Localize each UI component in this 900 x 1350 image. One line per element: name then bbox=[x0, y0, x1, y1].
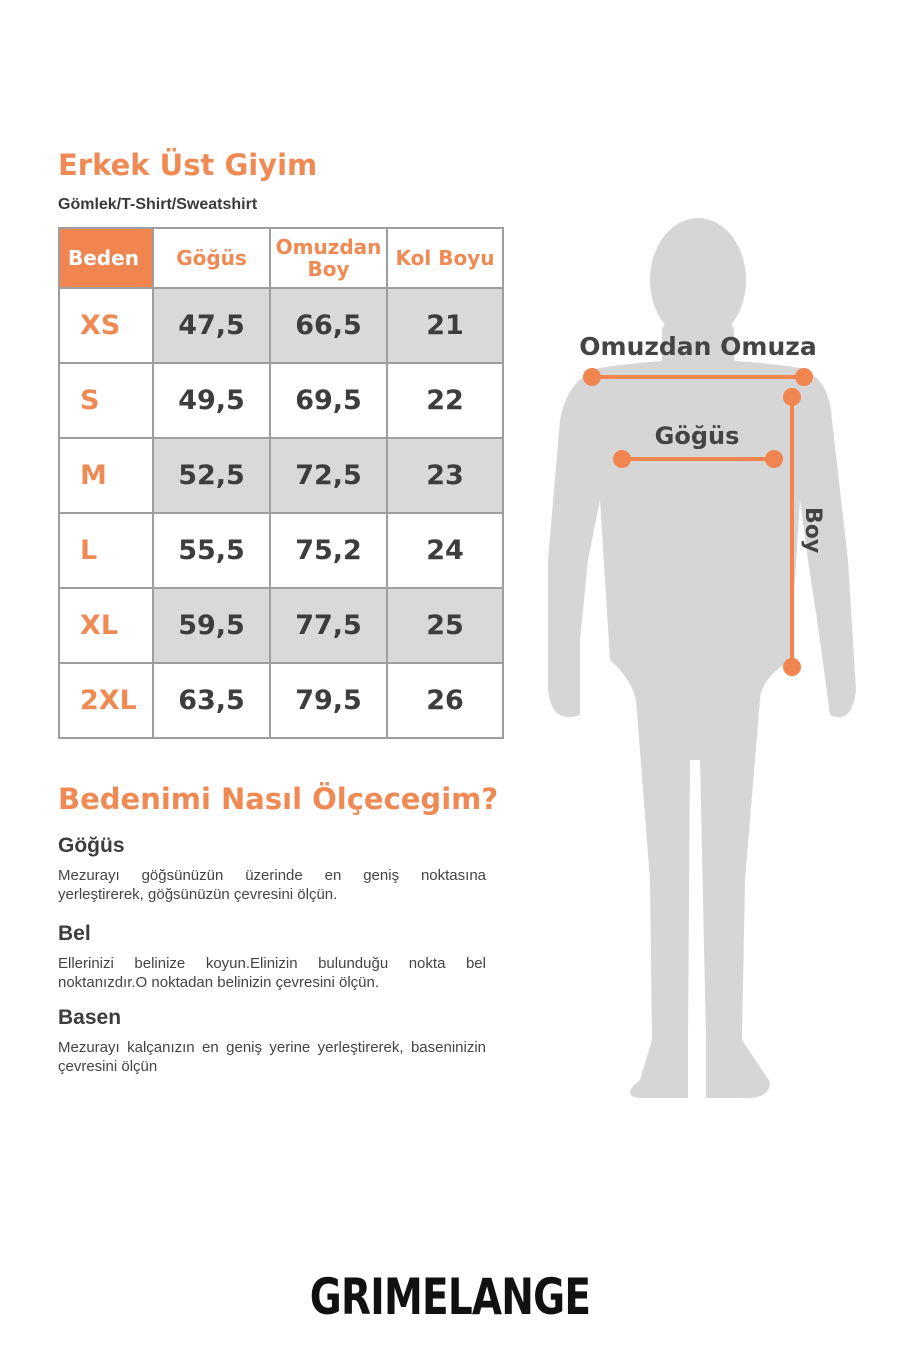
shoulder-label: Omuzdan Omuza bbox=[579, 332, 816, 361]
size-cell: XS bbox=[58, 287, 154, 364]
chest-label: Göğüs bbox=[655, 422, 740, 450]
value-cell: 66,5 bbox=[269, 287, 388, 364]
value-cell: 79,5 bbox=[269, 662, 388, 739]
value-cell: 75,2 bbox=[269, 512, 388, 589]
endpoint-dot bbox=[795, 368, 813, 386]
value-cell: 77,5 bbox=[269, 587, 388, 664]
column-header: Kol Boyu bbox=[386, 227, 504, 289]
value-cell: 25 bbox=[386, 587, 504, 664]
size-cell: M bbox=[58, 437, 154, 514]
value-cell: 59,5 bbox=[152, 587, 271, 664]
endpoint-dot bbox=[783, 658, 801, 676]
table-row: L 55,5 75,2 24 bbox=[58, 512, 504, 589]
endpoint-dot bbox=[783, 388, 801, 406]
endpoint-dot bbox=[583, 368, 601, 386]
brand-logo: GRIMELANGE bbox=[309, 1268, 591, 1326]
value-cell: 72,5 bbox=[269, 437, 388, 514]
endpoint-dot bbox=[613, 450, 631, 468]
section-heading: Göğüs bbox=[58, 834, 125, 857]
table-row: S 49,5 69,5 22 bbox=[58, 362, 504, 439]
endpoint-dot bbox=[765, 450, 783, 468]
page-subtitle: Gömlek/T-Shirt/Sweatshirt bbox=[58, 196, 258, 213]
size-cell: L bbox=[58, 512, 154, 589]
value-cell: 52,5 bbox=[152, 437, 271, 514]
column-header: Beden bbox=[58, 227, 154, 289]
value-cell: 23 bbox=[386, 437, 504, 514]
page-title: Erkek Üst Giyim bbox=[58, 148, 318, 182]
size-table: Beden Göğüs Omuzdan Boy Kol Boyu XS 47,5 66… bbox=[58, 227, 504, 739]
table-row: 2XL 63,5 79,5 26 bbox=[58, 662, 504, 739]
value-cell: 63,5 bbox=[152, 662, 271, 739]
table-row: XL 59,5 77,5 25 bbox=[58, 587, 504, 664]
column-header: Göğüs bbox=[152, 227, 271, 289]
table-row: XS 47,5 66,5 21 bbox=[58, 287, 504, 364]
length-label: Boy bbox=[800, 507, 825, 553]
section-text: Ellerinizi belinize koyun.Elinizin bulun… bbox=[58, 955, 486, 991]
section-text: Mezurayı kalçanızın en geniş yerine yerl… bbox=[58, 1039, 486, 1075]
value-cell: 47,5 bbox=[152, 287, 271, 364]
table-header: Beden Göğüs Omuzdan Boy Kol Boyu bbox=[58, 227, 504, 289]
column-header: Omuzdan Boy bbox=[269, 227, 388, 289]
table-row: M 52,5 72,5 23 bbox=[58, 437, 504, 514]
section-heading: Bel bbox=[58, 922, 91, 945]
guide-title: Bedenimi Nasıl Ölçecegim? bbox=[58, 782, 499, 816]
value-cell: 26 bbox=[386, 662, 504, 739]
value-cell: 24 bbox=[386, 512, 504, 589]
value-cell: 69,5 bbox=[269, 362, 388, 439]
value-cell: 21 bbox=[386, 287, 504, 364]
value-cell: 49,5 bbox=[152, 362, 271, 439]
size-cell: 2XL bbox=[58, 662, 154, 739]
size-cell: XL bbox=[58, 587, 154, 664]
value-cell: 22 bbox=[386, 362, 504, 439]
value-cell: 55,5 bbox=[152, 512, 271, 589]
body-silhouette bbox=[548, 218, 856, 1099]
section-heading: Basen bbox=[58, 1006, 122, 1029]
section-text: Mezurayı göğsünüzün üzerinde en geniş no… bbox=[58, 867, 486, 903]
body-measurement-figure: Omuzdan Omuza Göğüs Boy bbox=[548, 218, 856, 1099]
size-cell: S bbox=[58, 362, 154, 439]
